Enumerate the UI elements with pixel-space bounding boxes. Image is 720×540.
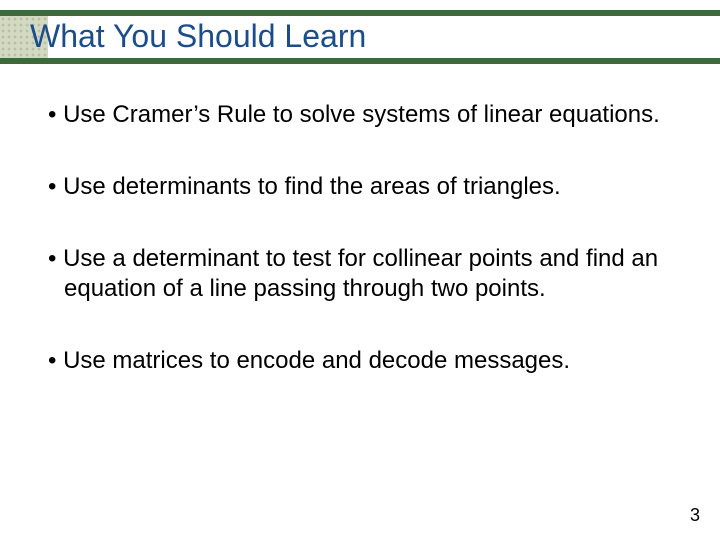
- slide-title: What You Should Learn: [30, 18, 366, 55]
- list-item: Use a determinant to test for collinear …: [38, 244, 682, 304]
- accent-bar-bottom: [0, 58, 720, 64]
- list-item: Use determinants to find the areas of tr…: [38, 172, 682, 202]
- list-item: Use Cramer’s Rule to solve systems of li…: [38, 100, 682, 130]
- page-number: 3: [690, 505, 700, 526]
- accent-bar-top: [0, 10, 720, 16]
- bullet-list: Use Cramer’s Rule to solve systems of li…: [38, 100, 682, 418]
- list-item: Use matrices to encode and decode messag…: [38, 346, 682, 376]
